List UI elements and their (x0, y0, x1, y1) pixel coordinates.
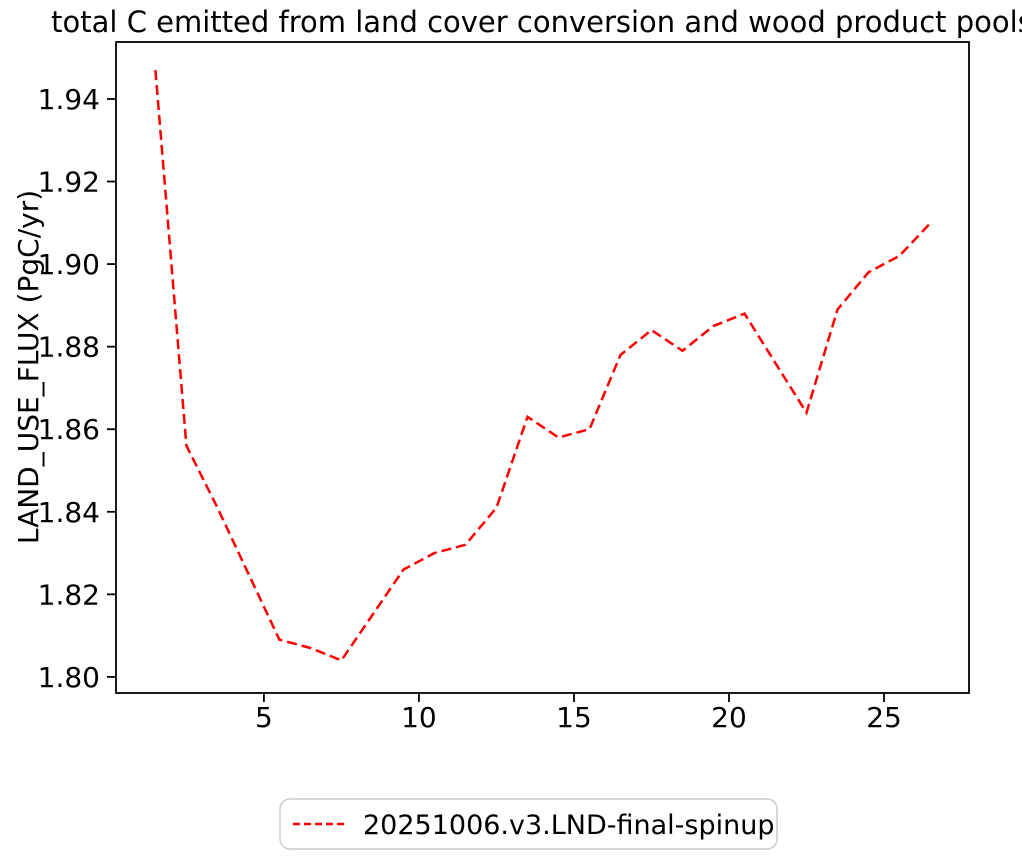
y-tick-label: 1.90 (38, 248, 100, 281)
y-tick-label: 1.92 (38, 166, 100, 199)
y-tick-label: 1.94 (38, 83, 100, 116)
plot-area (115, 41, 970, 694)
data-series-line (154, 69, 932, 662)
x-axis-ticks: 5 10 15 20 25 (255, 693, 902, 734)
legend: 20251006.v3.LND-final-spinup (279, 798, 778, 850)
x-tick-label: 20 (711, 701, 747, 734)
x-tick-label: 10 (401, 701, 437, 734)
y-axis-label: LAND_USE_FLUX (PgC/yr) (12, 190, 45, 544)
y-axis-ticks: 1.80 1.82 1.84 1.86 1.88 1.90 1.92 1.94 (38, 83, 116, 694)
x-tick-label: 5 (255, 701, 273, 734)
y-tick-label: 1.80 (38, 661, 100, 694)
legend-box (279, 798, 778, 850)
x-tick-label: 25 (866, 701, 902, 734)
legend-label: 20251006.v3.LND-final-spinup (363, 810, 775, 841)
chart-title: total C emitted from land cover conversi… (51, 5, 1022, 39)
y-tick-label: 1.82 (38, 578, 100, 611)
y-tick-label: 1.84 (38, 496, 100, 529)
x-tick-label: 15 (556, 701, 592, 734)
y-tick-label: 1.86 (38, 413, 100, 446)
y-tick-label: 1.88 (38, 331, 100, 364)
